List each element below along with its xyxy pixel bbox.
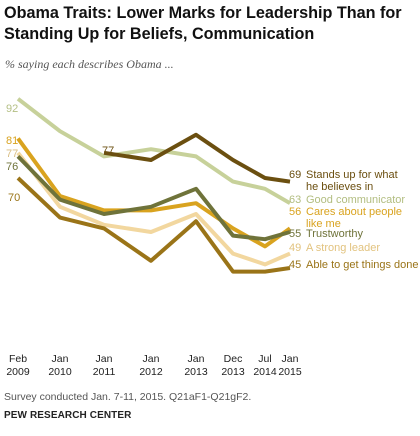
x-tick-label: 2012 <box>139 366 163 378</box>
series-label-cares-about-people-like-me: like me <box>306 218 341 230</box>
x-tick-label: 2013 <box>184 366 208 378</box>
x-tick-label: Jan <box>143 353 160 365</box>
end-value-label: 49 <box>289 242 301 254</box>
x-tick-label: 2013 <box>221 366 245 378</box>
end-value-label: 56 <box>289 206 301 218</box>
series-label-a-strong-leader: A strong leader <box>306 242 380 254</box>
x-tick-label: Jul <box>258 353 271 365</box>
series-line-stands-up-for-what-he-believes-in <box>103 132 291 184</box>
end-value-label: 45 <box>289 259 301 271</box>
start-value-label: 76 <box>6 161 18 173</box>
x-tick-label: 2014 <box>253 366 277 378</box>
series-label-cares-about-people-like-me: Cares about people <box>306 206 402 218</box>
x-tick-label: 2010 <box>48 366 72 378</box>
start-value-label: 92 <box>6 103 18 115</box>
x-tick-label: 2015 <box>278 366 302 378</box>
x-tick-label: Jan <box>188 353 205 365</box>
start-value-label: 81 <box>6 135 18 147</box>
end-value-label: 63 <box>289 194 301 206</box>
x-tick-label: 2009 <box>6 366 30 378</box>
series-line-able-to-get-things-done <box>16 176 291 274</box>
start-value-label: 77 <box>102 145 114 157</box>
series-line-trustworthy <box>16 155 291 242</box>
source-credit: PEW RESEARCH CENTER <box>4 410 132 421</box>
start-value-label: 77 <box>6 148 18 160</box>
series-label-good-communicator: Good communicator <box>306 194 405 206</box>
x-tick-label: 2011 <box>93 366 116 378</box>
x-tick-label: Jan <box>52 353 69 365</box>
chart-title: Obama Traits: Lower Marks for Leadership… <box>4 4 402 43</box>
chart-subtitle: % saying each describes Obama ... <box>5 57 174 71</box>
series-label-stands-up-for-what-he-believes-in: he believes in <box>306 181 373 193</box>
series-label-trustworthy: Trustworthy <box>306 228 364 240</box>
x-tick-label: Dec <box>224 353 243 365</box>
series-label-stands-up-for-what-he-believes-in: Stands up for what <box>306 169 398 181</box>
x-tick-label: Jan <box>282 353 299 365</box>
x-tick-label: Jan <box>96 353 113 365</box>
survey-note: Survey conducted Jan. 7-11, 2015. Q21aF1… <box>4 391 252 403</box>
series-label-able-to-get-things-done: Able to get things done <box>306 259 419 271</box>
end-value-label: 69 <box>289 169 301 181</box>
end-value-label: 55 <box>289 228 301 240</box>
start-value-label: 70 <box>8 192 20 204</box>
x-tick-label: Feb <box>9 353 27 365</box>
series-line-a-strong-leader <box>16 151 291 267</box>
series-line-cares-about-people-like-me <box>16 137 292 249</box>
series-line-good-communicator <box>16 97 291 205</box>
